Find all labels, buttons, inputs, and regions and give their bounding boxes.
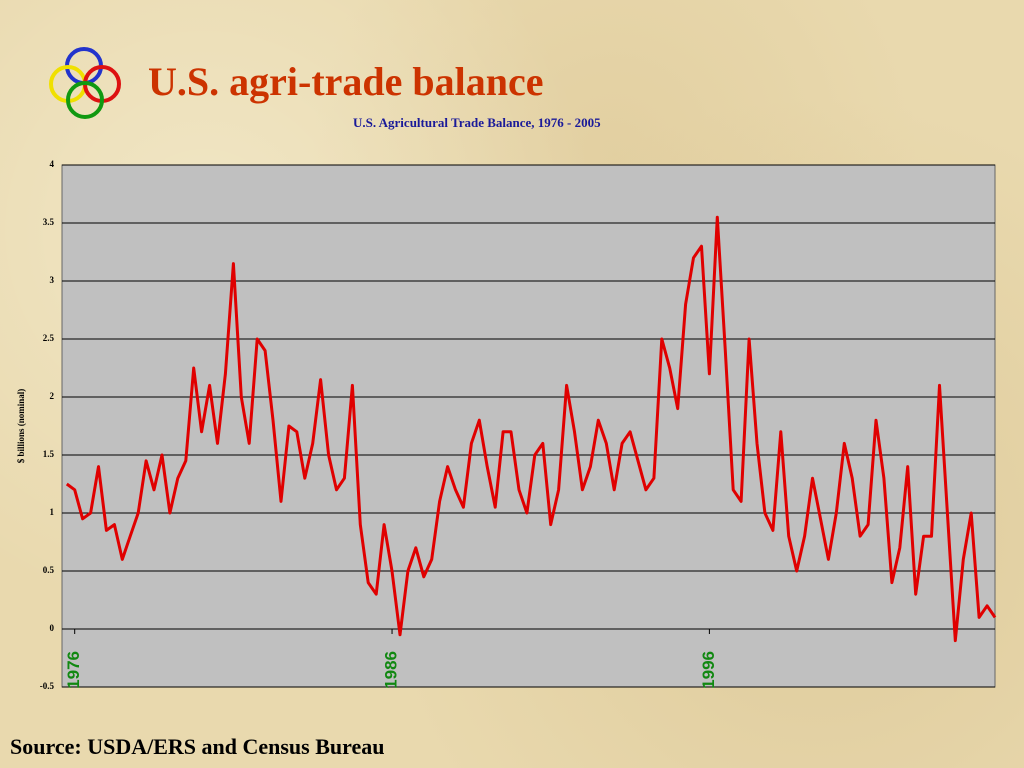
- source-note: Source: USDA/ERS and Census Bureau: [10, 734, 385, 759]
- chart-title: U.S. agri-trade balance: [148, 59, 544, 104]
- chart-subtitle: U.S. Agricultural Trade Balance, 1976 - …: [353, 115, 601, 130]
- y-tick-label: 0: [50, 623, 55, 633]
- data-line: [65, 215, 997, 643]
- y-tick-label: 2.5: [43, 333, 55, 343]
- x-tick-label: 1996: [699, 651, 718, 689]
- plot-area: [61, 164, 996, 688]
- y-tick-label: -0.5: [40, 681, 55, 691]
- x-tick-label: 1986: [382, 651, 401, 689]
- y-tick-label: 3.5: [43, 217, 55, 227]
- y-tick-label: 0.5: [43, 565, 55, 575]
- logo: [49, 47, 121, 119]
- x-tick-label: 1976: [64, 651, 83, 689]
- y-tick-label: 3: [50, 275, 55, 285]
- y-tick-label: 1.5: [43, 449, 55, 459]
- y-tick-label: 2: [50, 391, 55, 401]
- y-axis-label: $ billions (nominal): [16, 389, 26, 464]
- y-tick-label: 1: [50, 507, 55, 517]
- y-tick-label: 4: [50, 159, 55, 169]
